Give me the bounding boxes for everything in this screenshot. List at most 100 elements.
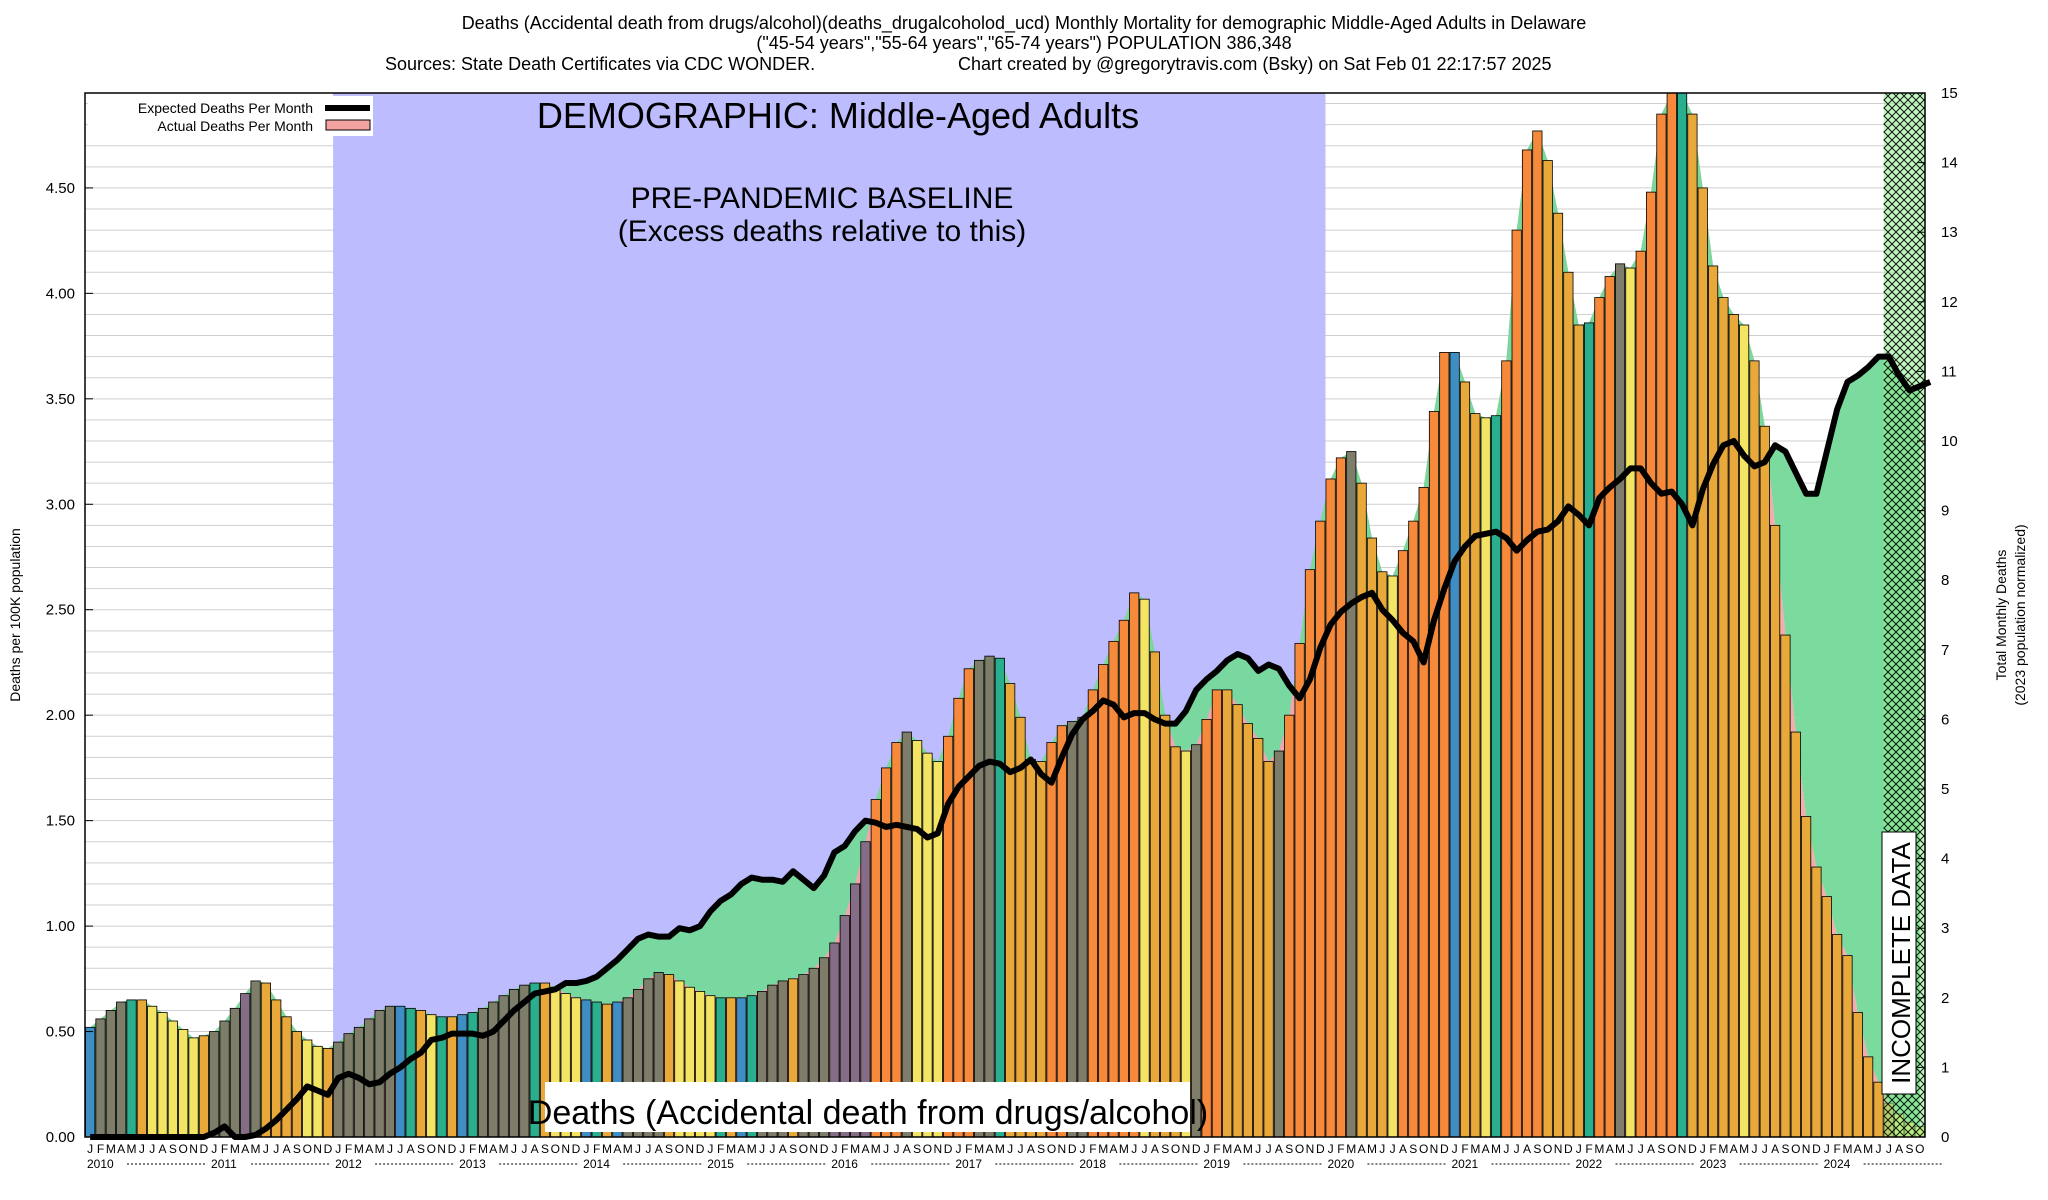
actual-bar [188,1037,199,1138]
x-month-tick-label: D [1192,1142,1201,1156]
legend-actual-swatch [325,119,371,131]
credit-text: Chart created by @gregorytravis.com (Bsk… [958,54,1552,74]
x-month-tick-label: J [1390,1142,1396,1156]
x-year-tick-label: 2013 [459,1157,486,1171]
x-month-tick-label: A [1647,1142,1655,1156]
x-month-tick-label: N [1306,1142,1315,1156]
x-month-tick-label: M [1243,1142,1253,1156]
x-month-tick-label: D [200,1142,209,1156]
actual-bar [1201,719,1212,1138]
actual-bar [1687,113,1698,1138]
x-month-tick-label: J [1080,1142,1086,1156]
actual-bar [1149,651,1160,1138]
actual-bar [1304,569,1316,1138]
x-month-tick-label: M [1222,1142,1232,1156]
actual-bar [126,999,137,1138]
x-month-tick-label: A [779,1142,787,1156]
incomplete-data-label-group: INCOMPLETE DATA [1881,831,1917,1095]
actual-bar [1160,714,1171,1138]
x-month-tick-label: A [1234,1142,1242,1156]
x-month-tick-label: J [1266,1142,1272,1156]
actual-bar [136,999,147,1138]
y-axis-left-label: Deaths per 100K population [7,528,23,702]
x-month-tick-label: F [97,1142,104,1156]
x-month-tick-label: F [345,1142,352,1156]
actual-bar [477,1007,489,1138]
x-month-tick-label: M [251,1142,261,1156]
x-year-tick-label: 2022 [1576,1157,1603,1171]
x-month-tick-label: O [1171,1142,1180,1156]
actual-bar [1645,191,1657,1138]
x-month-tick-label: J [387,1142,393,1156]
incomplete-data-label-box [1881,831,1917,1095]
x-month-tick-label: M [375,1142,385,1156]
x-month-tick-label: O [923,1142,932,1156]
x-month-tick-label: O [799,1142,808,1156]
actual-bar [1284,714,1295,1138]
x-month-tick-label: S [1657,1142,1665,1156]
actual-bar [1625,267,1636,1138]
x-year-tick-label: 2023 [1700,1157,1727,1171]
actual-bar [1418,486,1429,1138]
x-month-tick-label: N [1058,1142,1067,1156]
actual-bar [1770,524,1781,1138]
x-month-tick-label: N [189,1142,198,1156]
actual-bar [1377,571,1388,1138]
x-month-tick-label: A [861,1142,869,1156]
actual-bar [1449,352,1460,1138]
actual-bar [1666,92,1677,1138]
x-month-tick-label: O [427,1142,436,1156]
actual-bar [1067,721,1078,1138]
y-left-tick-label: 3.00 [46,496,75,513]
x-month-tick-label: F [1213,1142,1220,1156]
actual-bar [1346,451,1357,1138]
actual-bar [1511,229,1522,1138]
actual-bar [994,657,1005,1138]
x-month-tick-label: A [407,1142,415,1156]
actual-bar [1832,934,1843,1138]
actual-bar [1242,723,1253,1138]
y-right-tick-label: 3 [1941,920,1949,937]
x-month-tick-label: A [985,1142,993,1156]
x-month-tick-label: S [293,1142,301,1156]
demographic-title: DEMOGRAPHIC: Middle-Aged Adults [537,95,1139,136]
x-month-tick-label: J [759,1142,765,1156]
x-month-tick-label: N [1430,1142,1439,1156]
actual-bar [1852,1012,1863,1138]
x-month-tick-label: J [1576,1142,1582,1156]
y-right-tick-label: 9 [1941,503,1949,520]
actual-bar [1232,704,1243,1138]
y-left-tick-label: 0.50 [46,1024,75,1041]
actual-bar [1842,955,1853,1138]
x-month-tick-label: D [696,1142,705,1156]
actual-bar [1532,130,1543,1138]
actual-bar [1366,537,1378,1138]
x-month-tick-label: A [241,1142,249,1156]
y-right-tick-label: 5 [1941,781,1949,798]
actual-bar [953,697,964,1138]
x-month-tick-label: M [871,1142,881,1156]
x-month-tick-label: A [1895,1142,1903,1156]
x-month-tick-label: O [179,1142,188,1156]
x-month-tick-label: F [1461,1142,1468,1156]
x-month-tick-label: A [1399,1142,1407,1156]
x-month-tick-label: A [1854,1142,1862,1156]
x-month-tick-label: J [1886,1142,1892,1156]
x-month-tick-label: A [365,1142,373,1156]
actual-bar [1863,1056,1874,1138]
actual-bar [1191,744,1202,1138]
x-month-tick-label: J [459,1142,465,1156]
actual-bar [1780,634,1791,1138]
actual-bar [250,980,261,1138]
actual-bar [1749,360,1760,1138]
actual-bar [1459,381,1471,1138]
actual-bar [1015,716,1026,1138]
x-month-tick-label: S [541,1142,549,1156]
actual-bars [85,92,1925,1138]
x-month-tick-label: M [623,1142,633,1156]
x-month-tick-label: M [1346,1142,1356,1156]
x-month-tick-label: J [1824,1142,1830,1156]
actual-bar [1790,731,1801,1138]
x-month-tick-label: F [1089,1142,1096,1156]
x-month-tick-label: A [1275,1142,1283,1156]
